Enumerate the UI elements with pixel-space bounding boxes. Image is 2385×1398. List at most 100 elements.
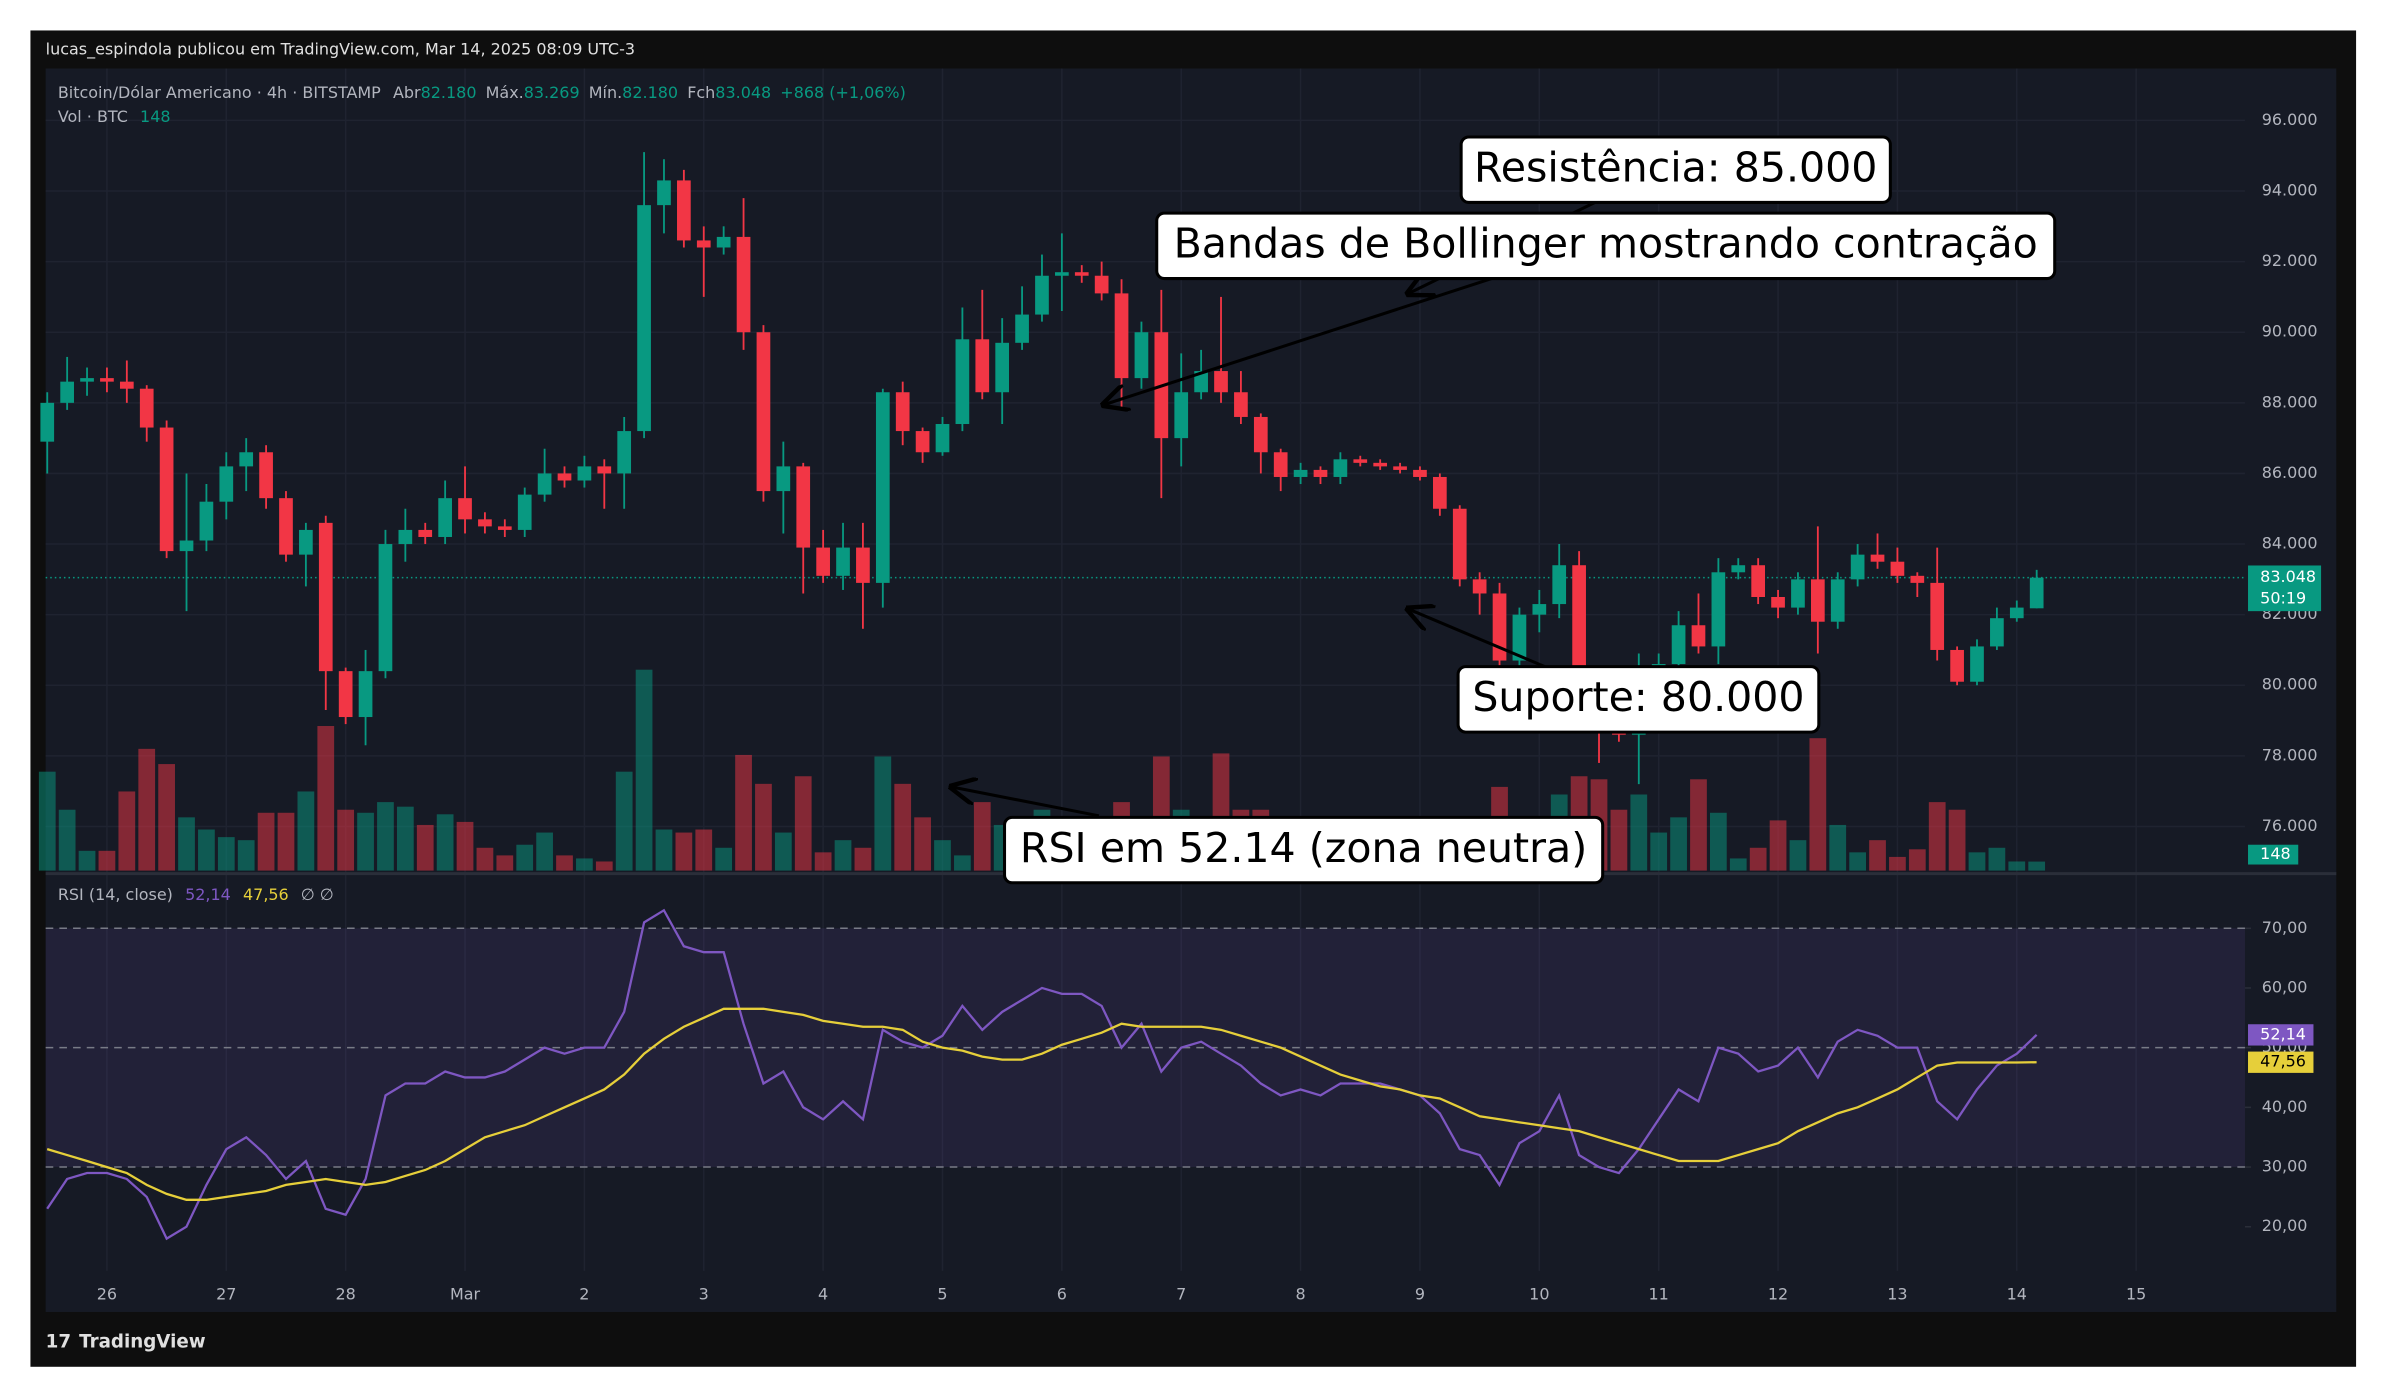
candle-body [1413,469,1427,477]
x-tick-label: Mar [450,1285,481,1304]
countdown: 50:19 [2260,588,2306,607]
x-tick-label: 28 [336,1285,356,1304]
candle-body [299,529,313,555]
candle-body [1731,565,1746,573]
candle-body [1114,293,1129,379]
volume-bar [874,756,892,871]
candle-body [1134,332,1149,379]
volume-bar [1869,840,1886,871]
candle-body [139,388,154,428]
candle-body [1035,275,1049,315]
low-label: Mín. [589,82,622,101]
volume-bar [794,776,812,871]
candle-body [1492,593,1507,661]
candle-body [458,498,472,520]
annotation-box [1459,135,1892,204]
publisher: lucas_espindola publicou em TradingView.… [46,40,635,60]
volume-bar [1988,847,2006,871]
y-tick-label: 60,00 [2262,977,2308,996]
x-tick-label: 7 [1176,1285,1186,1304]
candle-body [1452,508,1467,580]
volume-bar [118,791,136,871]
volume-bar [556,855,573,871]
candle-body [318,522,333,672]
volume-bar [914,817,931,871]
y-tick-label: 30,00 [2262,1157,2308,1176]
annotation-box [1155,211,2057,281]
x-tick-label: 14 [2007,1285,2027,1304]
candle-body [1313,469,1328,477]
volume-bar [377,802,394,871]
x-tick-label: 12 [1768,1285,1788,1304]
volume-bar [854,847,872,871]
volume-bar [1789,840,1807,871]
candle-body [557,473,572,481]
y-tick-label: 84.000 [2262,534,2318,553]
candle-body [497,526,512,530]
x-tick-label: 15 [2126,1285,2146,1304]
candle-body [1910,575,1925,583]
candle-body [736,236,751,333]
volume-bar [2008,861,2026,871]
annotation: Resistência: 85.000 [1474,143,1877,191]
candle-body [2029,577,2044,609]
x-tick-label: 6 [1057,1285,1067,1304]
candle-body [915,431,930,453]
volume-bar [973,802,991,871]
y-tick-label: 90.000 [2262,322,2318,341]
candle-body [816,547,830,576]
y-tick-label: 94.000 [2262,181,2318,200]
candle-body [975,339,990,393]
candle-body [1671,625,1686,665]
candle-body [1214,371,1228,393]
candle-body [80,378,94,382]
arrow [1408,609,1546,669]
volume-value: 148 [140,107,170,126]
candle-body [398,529,413,545]
value-badge [2248,1051,2314,1073]
candle-body [1293,469,1308,477]
candle-body [1074,272,1089,276]
candle-body [1850,554,1865,580]
volume-bar [576,858,593,871]
volume-bar [1908,849,1926,871]
candle-body [1970,646,1984,682]
volume-bar [774,832,792,871]
volume-bar [138,748,156,871]
volume-bar [257,812,275,871]
y-tick-label: 86.000 [2262,463,2318,482]
x-tick-label: 5 [937,1285,947,1304]
candle-body [378,544,393,672]
close: 83.048 [715,82,771,101]
volume-bar [814,852,832,871]
candle-body [418,529,433,537]
rsi-value: 52,14 [185,884,231,903]
annotation: RSI em 52.14 (zona neutra) [1020,824,1587,872]
y-tick-label: 20,00 [2262,1216,2308,1235]
volume-bar [1729,858,1747,871]
volume-badge-text: 148 [2260,844,2290,863]
candle-body [1094,275,1109,294]
candle-body [358,671,373,718]
volume-bar [2028,861,2046,871]
candle-body [219,466,234,502]
candle-body [537,473,552,495]
candle-body [279,498,293,555]
candle-body [1055,272,1069,276]
volume-bar [317,726,335,871]
volume-bar [1650,832,1668,871]
candle-body [875,392,890,583]
candle-body [1930,582,1945,650]
arrow [951,787,1100,818]
candle-body [995,342,1010,393]
candle-body [1751,565,1766,598]
volume-bar [894,783,912,871]
volume-badge [2248,844,2299,865]
candle-body [637,205,651,432]
x-tick-label: 3 [699,1285,709,1304]
volume-legend: Vol · BTC 148 [58,107,171,126]
candle-body [1273,452,1288,477]
volume-bar [98,850,116,871]
